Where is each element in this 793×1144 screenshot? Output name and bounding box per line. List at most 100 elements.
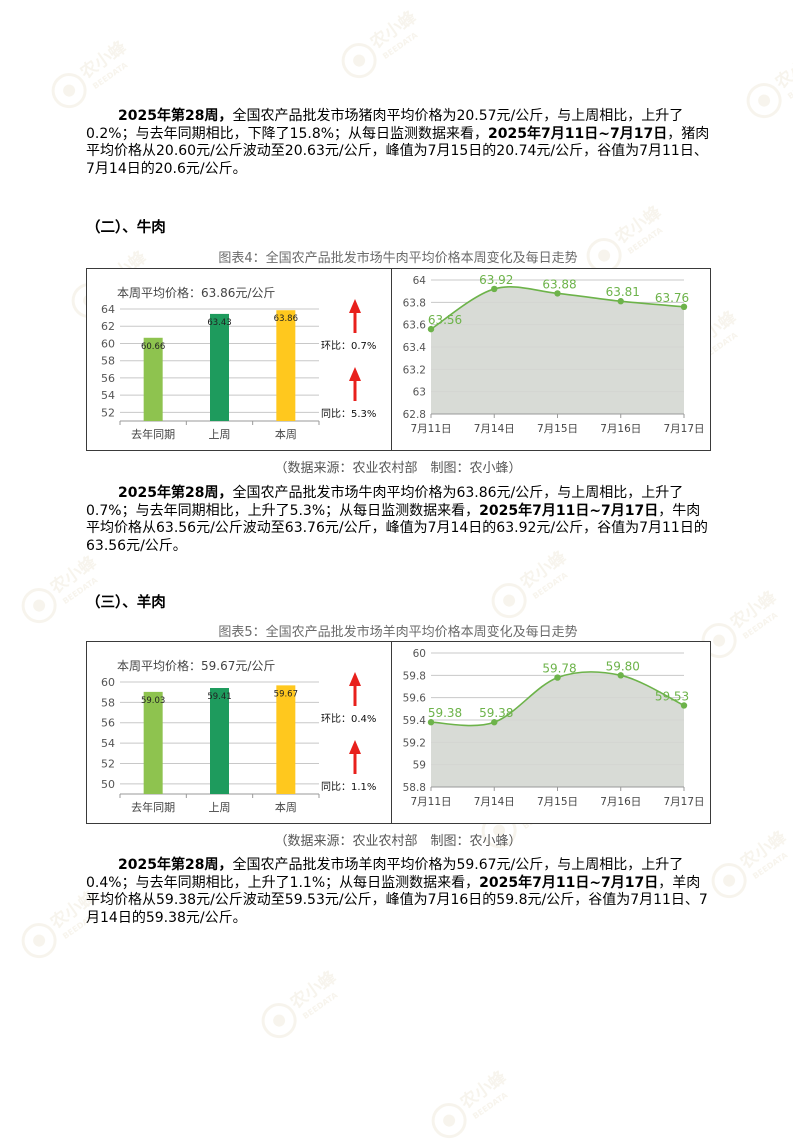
y-tick-label: 64 (101, 303, 115, 316)
y-tick-label: 56 (101, 717, 115, 730)
bar-chart-title: 本周平均价格：63.86元/公斤 (117, 285, 275, 300)
trend-data-label: 59.38 (428, 706, 462, 720)
y-tick-label: 58 (101, 355, 115, 368)
x-tick-label: 去年同期 (131, 427, 175, 441)
beedata-watermark: 农小蜂 BEEDATA (420, 1060, 530, 1144)
beef-weekly-bar-panel: 本周平均价格：63.86元/公斤 52 54 56 58 60 62 64 60.66 去年同期 6… (86, 268, 392, 451)
trend-point (427, 719, 435, 726)
beef-daily-trend-chart: 62.8 63 63.2 63.4 63.6 63.8 64 63.56 7月11日 63.92 7… (403, 273, 705, 435)
y-tick-label: 50 (101, 778, 115, 791)
emphasis-text: 2025年第28周， (118, 485, 233, 501)
bar-this-week (276, 685, 296, 794)
x-tick-label: 7月15日 (537, 423, 578, 435)
trend-point (680, 303, 688, 310)
y-tick-label: 54 (101, 737, 115, 750)
bar-value-label: 63.86 (274, 314, 298, 324)
trend-data-label: 59.53 (655, 689, 689, 703)
y-tick-label: 60 (101, 337, 115, 350)
bar-value-label: 63.43 (207, 318, 231, 328)
x-tick-label: 7月16日 (600, 796, 641, 808)
y-tick-label: 56 (101, 372, 115, 385)
mutton-section-heading: （三）、羊肉 (86, 595, 166, 611)
y-tick-label: 59.8 (403, 670, 426, 682)
pork-summary-paragraph: 2025年第28周，全国农产品批发市场猪肉平均价格为20.57元/公斤，与上周相… (86, 108, 712, 178)
mutton-daily-trend-panel: 58.8 59 59.2 59.4 59.6 59.8 60 59.38 7月11日 59.38 7… (391, 641, 711, 824)
increase-arrow-icon (349, 740, 361, 754)
increase-arrow-icon (349, 299, 361, 313)
bar-last-week (210, 688, 229, 794)
increase-arrow-icon (349, 367, 361, 381)
trend-point (680, 702, 688, 709)
beef-section-heading: （二）、牛肉 (86, 220, 166, 236)
x-tick-label: 本周 (275, 427, 297, 441)
bar-chart-title: 本周平均价格：59.67元/公斤 (117, 658, 275, 673)
body-text: ，羊肉平均价格从59.38元/公斤波动至59.53元/公斤，峰值为7月16日的5… (86, 874, 708, 926)
trend-point (554, 674, 561, 681)
beedata-watermark: 农小蜂 BEEDATA (575, 195, 685, 279)
yoy-change-label: 同比：1.1% (321, 781, 376, 793)
beedata-watermark: 农小蜂 BEEDATA (10, 545, 120, 629)
body-text: ，猪肉平均价格从20.60元/公斤波动至20.63元/公斤，峰值为7月15日的2… (86, 125, 710, 177)
increase-arrow-icon (349, 672, 361, 686)
y-tick-label: 58 (101, 696, 115, 709)
x-tick-label: 7月17日 (663, 423, 704, 435)
beef-weekly-bar-chart: 本周平均价格：63.86元/公斤 52 54 56 58 60 62 64 60.66 去年同期 6… (101, 285, 376, 441)
bar-value-label: 59.03 (141, 696, 165, 706)
x-tick-label: 本周 (275, 800, 297, 814)
y-tick-label: 63.4 (403, 342, 427, 354)
x-tick-label: 7月14日 (474, 423, 515, 435)
mom-change-label: 环比：0.4% (321, 713, 376, 725)
y-tick-label: 63.2 (403, 364, 426, 376)
trend-data-label: 63.88 (542, 277, 576, 291)
bar-last-week (210, 313, 229, 421)
y-tick-label: 60 (413, 648, 426, 660)
mutton-summary-paragraph: 2025年第28周，全国农产品批发市场羊肉平均价格为59.67元/公斤，与上周相… (86, 857, 712, 927)
trend-data-label: 63.92 (479, 273, 513, 287)
y-tick-label: 64 (413, 275, 427, 287)
mutton-weekly-bar-panel: 本周平均价格：59.67元/公斤 50 52 54 56 58 60 59.03 去年同期 59.… (86, 641, 392, 824)
trend-point (491, 285, 498, 293)
y-tick-label: 63.6 (403, 320, 427, 332)
beedata-watermark: 农小蜂 BEEDATA (40, 30, 150, 114)
bar-value-label: 59.67 (274, 689, 298, 699)
mutton-figure-source: （数据来源：农业农村部 制图：农小蜂） (274, 834, 522, 849)
beedata-watermark: 农小蜂 BEEDATA (690, 580, 793, 664)
y-tick-label: 52 (101, 406, 115, 419)
y-tick-label: 52 (101, 757, 115, 770)
beedata-watermark: 农小蜂 BEEDATA (250, 960, 360, 1044)
beedata-watermark: 农小蜂 BEEDATA (330, 0, 440, 84)
emphasis-text: 2025年7月11日~7月17日 (479, 874, 659, 891)
body-text: 全国农产品批发市场羊肉平均价格为59.67元/公斤，与上周相比，上升了0.4%；… (86, 857, 684, 891)
yoy-change-label: 同比：5.3% (321, 408, 376, 420)
y-tick-label: 58.8 (403, 782, 426, 794)
beef-figure-source: （数据来源：农业农村部 制图：农小蜂） (274, 461, 522, 476)
emphasis-text: 2025年7月11日~7月17日 (488, 125, 668, 142)
mutton-weekly-bar-chart: 本周平均价格：59.67元/公斤 50 52 54 56 58 60 59.03 去年同期 59.… (101, 658, 376, 814)
trend-data-label: 59.78 (542, 662, 576, 676)
beedata-watermark: 农小蜂 BEEDATA (735, 40, 793, 124)
x-tick-label: 上周 (209, 801, 231, 814)
y-tick-label: 63.8 (403, 297, 426, 309)
mutton-figure-title: 图表5：全国农产品批发市场羊肉平均价格本周变化及每日走势 (218, 625, 578, 640)
emphasis-text: 2025年第28周， (118, 108, 233, 124)
mutton-daily-trend-chart: 58.8 59 59.2 59.4 59.6 59.8 60 59.38 7月11日 59.38 7… (403, 648, 705, 808)
x-tick-label: 去年同期 (131, 800, 175, 814)
x-tick-label: 7月16日 (600, 423, 641, 435)
beedata-watermark: 农小蜂 BEEDATA (480, 540, 590, 624)
y-tick-label: 60 (101, 676, 115, 689)
beef-summary-paragraph: 2025年第28周，全国农产品批发市场牛肉平均价格为63.86元/公斤，与上周相… (86, 485, 712, 555)
x-tick-label: 7月15日 (537, 796, 578, 808)
y-tick-label: 62.8 (403, 409, 426, 421)
x-tick-label: 7月17日 (663, 796, 704, 808)
trend-data-label: 63.76 (655, 291, 689, 305)
beef-figure-title: 图表4：全国农产品批发市场牛肉平均价格本周变化及每日走势 (218, 251, 578, 266)
y-tick-label: 62 (101, 320, 115, 333)
body-text: ，牛肉平均价格从63.56元/公斤波动至63.76元/公斤，峰值为7月14日的6… (86, 502, 708, 554)
y-tick-label: 59.4 (403, 715, 427, 727)
trend-area-fill (431, 671, 684, 787)
bar-this-week (276, 310, 296, 421)
emphasis-text: 2025年第28周， (118, 857, 233, 873)
x-tick-label: 上周 (209, 428, 231, 441)
trend-data-label: 63.81 (606, 285, 640, 299)
body-text: 全国农产品批发市场猪肉平均价格为20.57元/公斤，与上周相比，上升了0.2%；… (86, 108, 684, 142)
